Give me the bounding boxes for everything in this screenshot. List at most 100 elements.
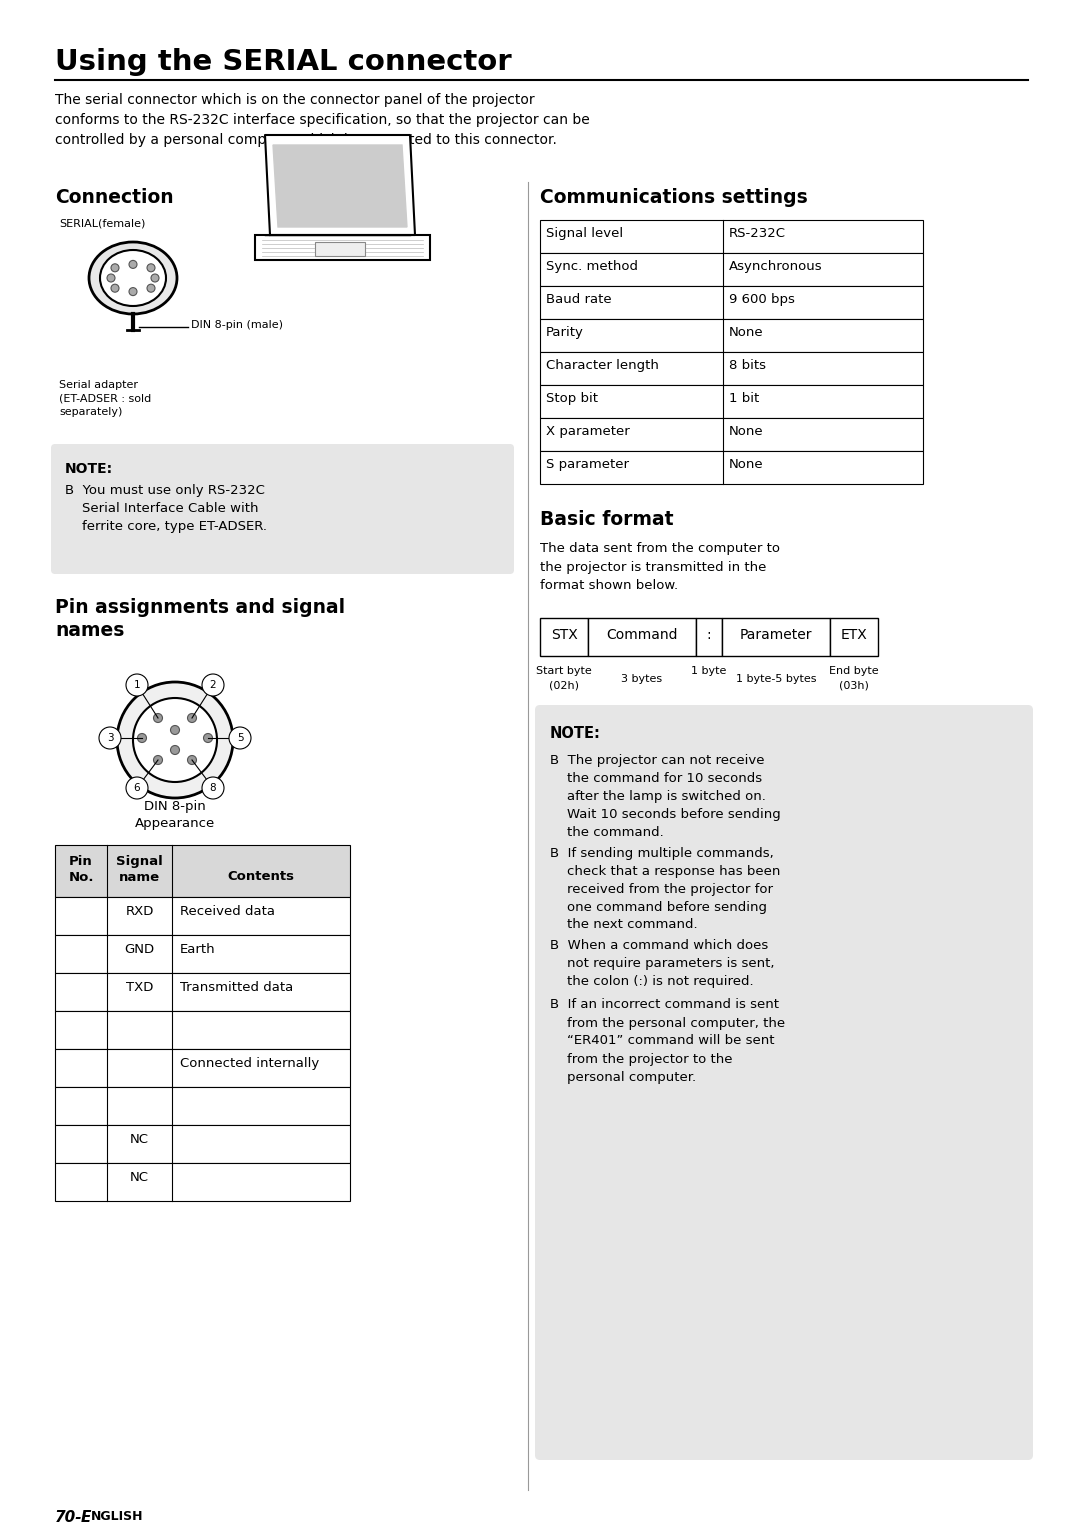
Circle shape [126, 777, 148, 799]
Text: Stop bit: Stop bit [546, 392, 598, 405]
Bar [540, 618, 588, 656]
Text: B  When a command which does
    not require parameters is sent,
    the colon (: B When a command which does not require … [550, 940, 774, 987]
Circle shape [188, 756, 197, 765]
Bar [540, 419, 923, 451]
Text: The data sent from the computer to
the projector is transmitted in the
format sh: The data sent from the computer to the p… [540, 543, 780, 592]
Text: 2: 2 [210, 681, 216, 690]
Bar [55, 1010, 350, 1049]
Circle shape [99, 727, 121, 750]
Text: Basic format: Basic format [540, 510, 674, 529]
Text: SERIAL(female): SERIAL(female) [59, 218, 146, 228]
Bar [540, 287, 923, 319]
Bar [540, 253, 923, 287]
Text: (02h): (02h) [549, 681, 579, 690]
Bar [55, 1087, 350, 1125]
Text: :: : [706, 629, 712, 642]
Bar [55, 935, 350, 973]
Text: 70-: 70- [55, 1510, 83, 1525]
Circle shape [171, 745, 179, 754]
Text: DIN 8-pin (male): DIN 8-pin (male) [191, 320, 283, 330]
Text: Asynchronous: Asynchronous [729, 261, 823, 273]
FancyBboxPatch shape [51, 445, 514, 573]
Text: Baud rate: Baud rate [546, 293, 611, 307]
Text: Received data: Received data [180, 904, 275, 918]
Text: 3 bytes: 3 bytes [621, 675, 662, 684]
Text: X parameter: X parameter [546, 425, 630, 438]
Bar [55, 1125, 350, 1164]
Polygon shape [273, 146, 407, 227]
Text: GND: GND [124, 943, 154, 957]
Text: Signal level: Signal level [546, 227, 623, 241]
Circle shape [137, 733, 147, 742]
Circle shape [129, 261, 137, 268]
Text: Earth: Earth [180, 943, 216, 957]
Text: 8 bits: 8 bits [729, 359, 766, 373]
Polygon shape [265, 135, 415, 235]
Circle shape [188, 713, 197, 722]
Bar [255, 235, 430, 261]
Text: Sync. method: Sync. method [546, 261, 638, 273]
Circle shape [111, 264, 119, 271]
Bar [55, 1049, 350, 1087]
Text: TXD: TXD [125, 981, 153, 993]
Text: None: None [729, 458, 764, 471]
Circle shape [153, 756, 162, 765]
Circle shape [129, 288, 137, 296]
Text: End byte: End byte [829, 665, 879, 676]
Bar [540, 319, 923, 353]
Bar [696, 618, 723, 656]
Bar [55, 973, 350, 1010]
Circle shape [133, 698, 217, 782]
Circle shape [202, 777, 224, 799]
Text: 1 byte-5 bytes: 1 byte-5 bytes [735, 675, 816, 684]
Text: 3: 3 [107, 733, 113, 744]
Bar [55, 1164, 350, 1200]
Bar [55, 845, 350, 897]
Text: 5: 5 [237, 733, 243, 744]
Circle shape [203, 733, 213, 742]
Circle shape [147, 264, 156, 271]
Text: Contents: Contents [228, 871, 295, 883]
Text: 8: 8 [210, 783, 216, 793]
Text: Parity: Parity [546, 327, 584, 339]
Circle shape [153, 713, 162, 722]
Text: The serial connector which is on the connector panel of the projector
conforms t: The serial connector which is on the con… [55, 94, 590, 147]
Circle shape [171, 725, 179, 734]
Text: Serial adapter
(ET-ADSER : sold
separately): Serial adapter (ET-ADSER : sold separate… [59, 380, 151, 417]
Bar [55, 897, 350, 935]
Text: Character length: Character length [546, 359, 659, 373]
Text: 1 bit: 1 bit [729, 392, 759, 405]
Text: 9 600 bps: 9 600 bps [729, 293, 795, 307]
Text: None: None [729, 327, 764, 339]
Ellipse shape [100, 250, 166, 307]
Text: NOTE:: NOTE: [550, 727, 600, 740]
Bar [540, 385, 923, 419]
Bar [723, 618, 831, 656]
Circle shape [229, 727, 251, 750]
Bar [540, 353, 923, 385]
Text: Communications settings: Communications settings [540, 189, 808, 207]
Circle shape [147, 284, 156, 293]
Text: B  You must use only RS-232C
    Serial Interface Cable with
    ferrite core, t: B You must use only RS-232C Serial Inter… [65, 484, 267, 533]
Text: Connected internally: Connected internally [180, 1056, 320, 1070]
Text: RXD: RXD [125, 904, 153, 918]
Text: Connection: Connection [55, 189, 174, 207]
Bar [588, 618, 696, 656]
FancyBboxPatch shape [535, 705, 1032, 1459]
Circle shape [117, 682, 233, 799]
Text: Using the SERIAL connector: Using the SERIAL connector [55, 48, 512, 77]
Text: STX: STX [551, 629, 578, 642]
Bar [315, 242, 365, 256]
Circle shape [107, 274, 114, 282]
Text: Command: Command [606, 629, 678, 642]
Text: B  The projector can not receive
    the command for 10 seconds
    after the la: B The projector can not receive the comm… [550, 754, 781, 839]
Text: Computer: Computer [350, 218, 405, 228]
Text: Parameter: Parameter [740, 629, 812, 642]
Text: 6: 6 [134, 783, 140, 793]
Bar [831, 618, 878, 656]
Circle shape [202, 675, 224, 696]
Bar [540, 451, 923, 484]
Text: (03h): (03h) [839, 681, 869, 690]
Text: NC: NC [130, 1133, 149, 1147]
Text: Pin assignments and signal
names: Pin assignments and signal names [55, 598, 346, 639]
